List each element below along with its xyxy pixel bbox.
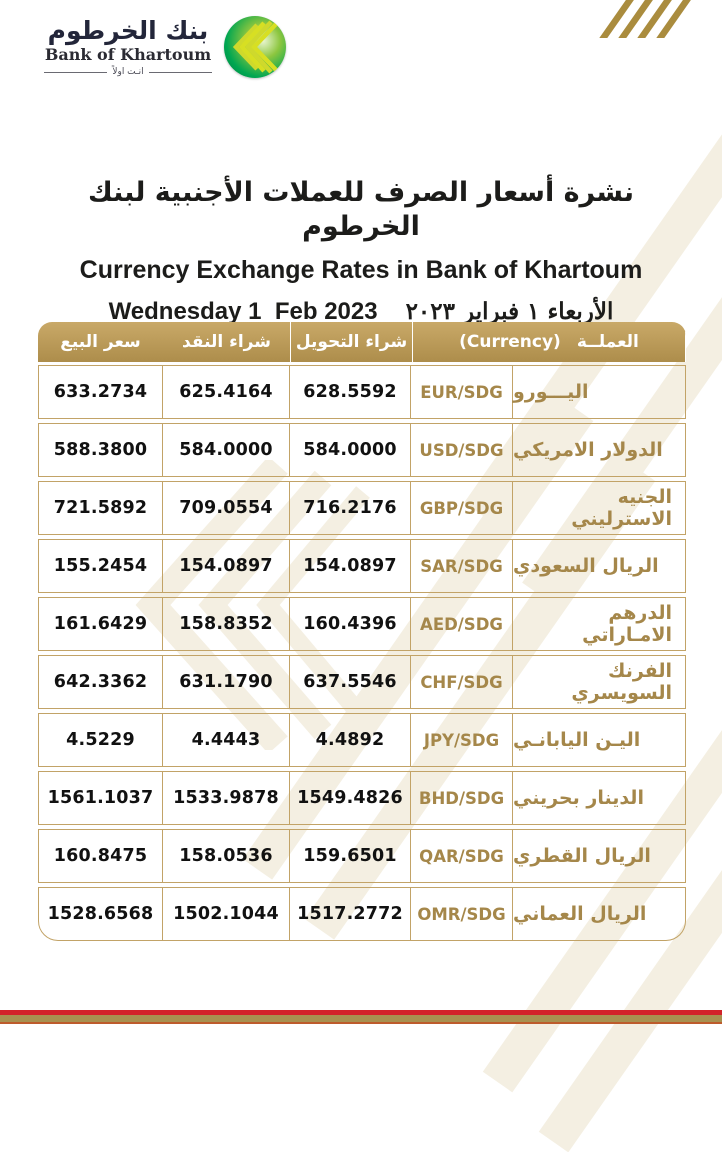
sell-price-cell: 161.6429: [38, 597, 163, 651]
currency-name-cell: الفرنك السويسري: [513, 655, 686, 709]
transfer-buy-cell: 154.0897: [290, 539, 411, 593]
cash-buy-cell: 154.0897: [163, 539, 290, 593]
currency-name-cell: اليـــورو: [513, 365, 686, 419]
cash-buy-cell: 631.1790: [163, 655, 290, 709]
header-transfer-buy: شراء التحويل: [291, 322, 413, 362]
currency-code-cell: OMR/SDG: [411, 887, 513, 941]
currency-code-cell: BHD/SDG: [411, 771, 513, 825]
footer-red-stripe: [0, 1010, 722, 1015]
cash-buy-cell: 1502.1044: [163, 887, 290, 941]
rate-row-aed: 161.6429 158.8352 160.4396 AED/SDG الدره…: [38, 597, 686, 651]
sell-price-cell: 1528.6568: [38, 887, 163, 941]
rate-row-eur: 633.2734 625.4164 628.5592 EUR/SDG اليــ…: [38, 365, 686, 419]
rate-row-jpy: 4.5229 4.4443 4.4892 JPY/SDG اليـن الياب…: [38, 713, 686, 767]
rate-row-bhd: 1561.1037 1533.9878 1549.4826 BHD/SDG ال…: [38, 771, 686, 825]
cash-buy-cell: 1533.9878: [163, 771, 290, 825]
currency-name-cell: الدرهم الامـاراتي: [513, 597, 686, 651]
sell-price-cell: 721.5892: [38, 481, 163, 535]
logo-arabic-calligraphy: بنك الخرطوم: [47, 16, 209, 45]
currency-name-cell: الجنيه الاسترليني: [513, 481, 686, 535]
sell-price-cell: 633.2734: [38, 365, 163, 419]
bank-logo-text: بنك الخرطوم Bank of Khartoum انـت اولاً: [44, 16, 213, 77]
currency-code-cell: GBP/SDG: [411, 481, 513, 535]
bank-globe-chevron-icon: [224, 16, 286, 78]
transfer-buy-cell: 637.5546: [290, 655, 411, 709]
rate-row-gbp: 721.5892 709.0554 716.2176 GBP/SDG الجني…: [38, 481, 686, 535]
header-currency: العملــة (Currency): [413, 322, 686, 362]
date-arabic: الأربعاء ١ فبراير ٢٠٢٣: [405, 298, 614, 325]
currency-code-cell: USD/SDG: [411, 423, 513, 477]
currency-code-cell: AED/SDG: [411, 597, 513, 651]
transfer-buy-cell: 1517.2772: [290, 887, 411, 941]
tagline-rule: [44, 71, 108, 73]
currency-name-cell: الدولار الامريكي: [513, 423, 686, 477]
sell-price-cell: 588.3800: [38, 423, 163, 477]
footer-rust-stripe: [0, 1022, 722, 1024]
bank-logo: بنك الخرطوم Bank of Khartoum انـت اولاً: [44, 16, 286, 78]
rates-bulletin: بنك الخرطوم Bank of Khartoum انـت اولاً …: [0, 16, 722, 1024]
cash-buy-cell: 625.4164: [163, 365, 290, 419]
logo-tagline: انـت اولاً: [44, 67, 213, 77]
header-currency-arabic: العملــة: [576, 332, 639, 352]
transfer-buy-cell: 4.4892: [290, 713, 411, 767]
currency-name-cell: الريال العماني: [513, 887, 686, 941]
sell-price-cell: 642.3362: [38, 655, 163, 709]
cash-buy-cell: 4.4443: [163, 713, 290, 767]
cash-buy-cell: 158.8352: [163, 597, 290, 651]
currency-code-cell: EUR/SDG: [411, 365, 513, 419]
rate-row-chf: 642.3362 631.1790 637.5546 CHF/SDG الفرن…: [38, 655, 686, 709]
header-currency-english: (Currency): [459, 332, 561, 352]
logo-english-name: Bank of Khartoum: [44, 45, 212, 64]
sell-price-cell: 155.2454: [38, 539, 163, 593]
exchange-rates-table: سعر البيع شراء النقد شراء التحويل العملـ…: [38, 322, 686, 941]
currency-code-cell: QAR/SDG: [411, 829, 513, 883]
currency-code-cell: SAR/SDG: [411, 539, 513, 593]
sell-price-cell: 4.5229: [38, 713, 163, 767]
sell-price-cell: 160.8475: [38, 829, 163, 883]
footer-stripes: [0, 1010, 722, 1024]
sell-price-cell: 1561.1037: [38, 771, 163, 825]
currency-code-cell: JPY/SDG: [411, 713, 513, 767]
transfer-buy-cell: 628.5592: [290, 365, 411, 419]
tagline-rule: [148, 71, 213, 73]
transfer-buy-cell: 159.6501: [290, 829, 411, 883]
cash-buy-cell: 709.0554: [163, 481, 290, 535]
bulletin-title-english: Currency Exchange Rates in Bank of Khart…: [79, 256, 643, 284]
header-sell-price: سعر البيع: [60, 332, 141, 352]
currency-code-cell: CHF/SDG: [411, 655, 513, 709]
table-header-row: سعر البيع شراء النقد شراء التحويل العملـ…: [38, 322, 686, 362]
tagline-text: انـت اولاً: [112, 67, 144, 77]
cash-buy-cell: 158.0536: [163, 829, 290, 883]
title-block: نشرة أسعار الصرف للعملات الأجنبية لبنك ا…: [40, 176, 682, 326]
date-english: Wednesday 1 Feb 2023: [108, 298, 378, 325]
footer-gold-stripe: [0, 1015, 722, 1022]
currency-name-cell: الريال القطري: [513, 829, 686, 883]
rate-row-usd: 588.3800 584.0000 584.0000 USD/SDG الدول…: [38, 423, 686, 477]
currency-name-cell: اليـن اليابانـي: [513, 713, 686, 767]
cash-buy-cell: 584.0000: [163, 423, 290, 477]
currency-name-cell: الدينار بحريني: [513, 771, 686, 825]
bulletin-title-arabic: نشرة أسعار الصرف للعملات الأجنبية لبنك ا…: [88, 177, 634, 242]
transfer-buy-cell: 1549.4826: [290, 771, 411, 825]
rate-row-omr: 1528.6568 1502.1044 1517.2772 OMR/SDG ال…: [38, 887, 686, 941]
rate-row-sar: 155.2454 154.0897 154.0897 SAR/SDG الريا…: [38, 539, 686, 593]
transfer-buy-cell: 160.4396: [290, 597, 411, 651]
currency-name-cell: الريال السعودي: [513, 539, 686, 593]
transfer-buy-cell: 584.0000: [290, 423, 411, 477]
rate-row-qar: 160.8475 158.0536 159.6501 QAR/SDG الريا…: [38, 829, 686, 883]
header-cash-buy: شراء النقد: [163, 322, 291, 362]
transfer-buy-cell: 716.2176: [290, 481, 411, 535]
